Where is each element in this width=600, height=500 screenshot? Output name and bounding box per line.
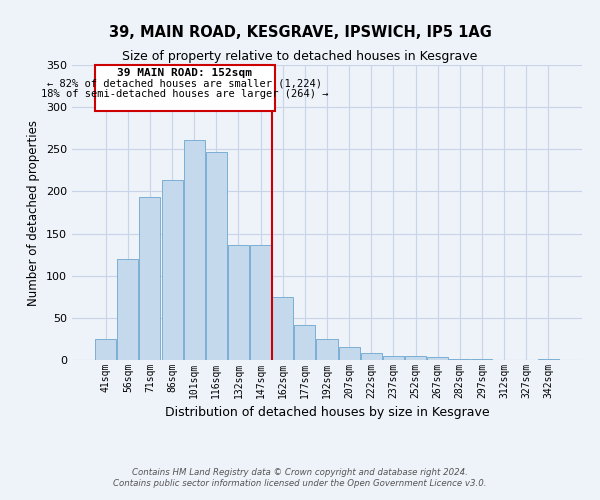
Text: Size of property relative to detached houses in Kesgrave: Size of property relative to detached ho… [122, 50, 478, 63]
Bar [118, 259, 139, 360]
Bar [427, 358, 448, 360]
Bar [228, 244, 249, 360]
Bar [538, 359, 559, 360]
Text: 18% of semi-detached houses are larger (264) →: 18% of semi-detached houses are larger (… [41, 90, 329, 100]
Text: ← 82% of detached houses are smaller (1,224): ← 82% of detached houses are smaller (1,… [47, 78, 322, 88]
Bar [272, 297, 293, 360]
Bar [139, 198, 160, 360]
Bar [161, 180, 182, 360]
Bar [250, 246, 271, 360]
X-axis label: Distribution of detached houses by size in Kesgrave: Distribution of detached houses by size … [164, 406, 490, 420]
Bar [316, 339, 338, 360]
Text: Contains HM Land Registry data © Crown copyright and database right 2024.
Contai: Contains HM Land Registry data © Crown c… [113, 468, 487, 487]
Bar [405, 356, 426, 360]
Bar [449, 359, 470, 360]
Y-axis label: Number of detached properties: Number of detached properties [28, 120, 40, 306]
Text: 39, MAIN ROAD, KESGRAVE, IPSWICH, IP5 1AG: 39, MAIN ROAD, KESGRAVE, IPSWICH, IP5 1A… [109, 25, 491, 40]
Bar [338, 346, 359, 360]
Bar [295, 326, 316, 360]
Bar [472, 359, 493, 360]
Bar [361, 354, 382, 360]
Bar [206, 152, 227, 360]
Bar [184, 140, 205, 360]
FancyBboxPatch shape [95, 65, 275, 112]
Text: 39 MAIN ROAD: 152sqm: 39 MAIN ROAD: 152sqm [118, 68, 253, 78]
Bar [95, 339, 116, 360]
Bar [383, 356, 404, 360]
